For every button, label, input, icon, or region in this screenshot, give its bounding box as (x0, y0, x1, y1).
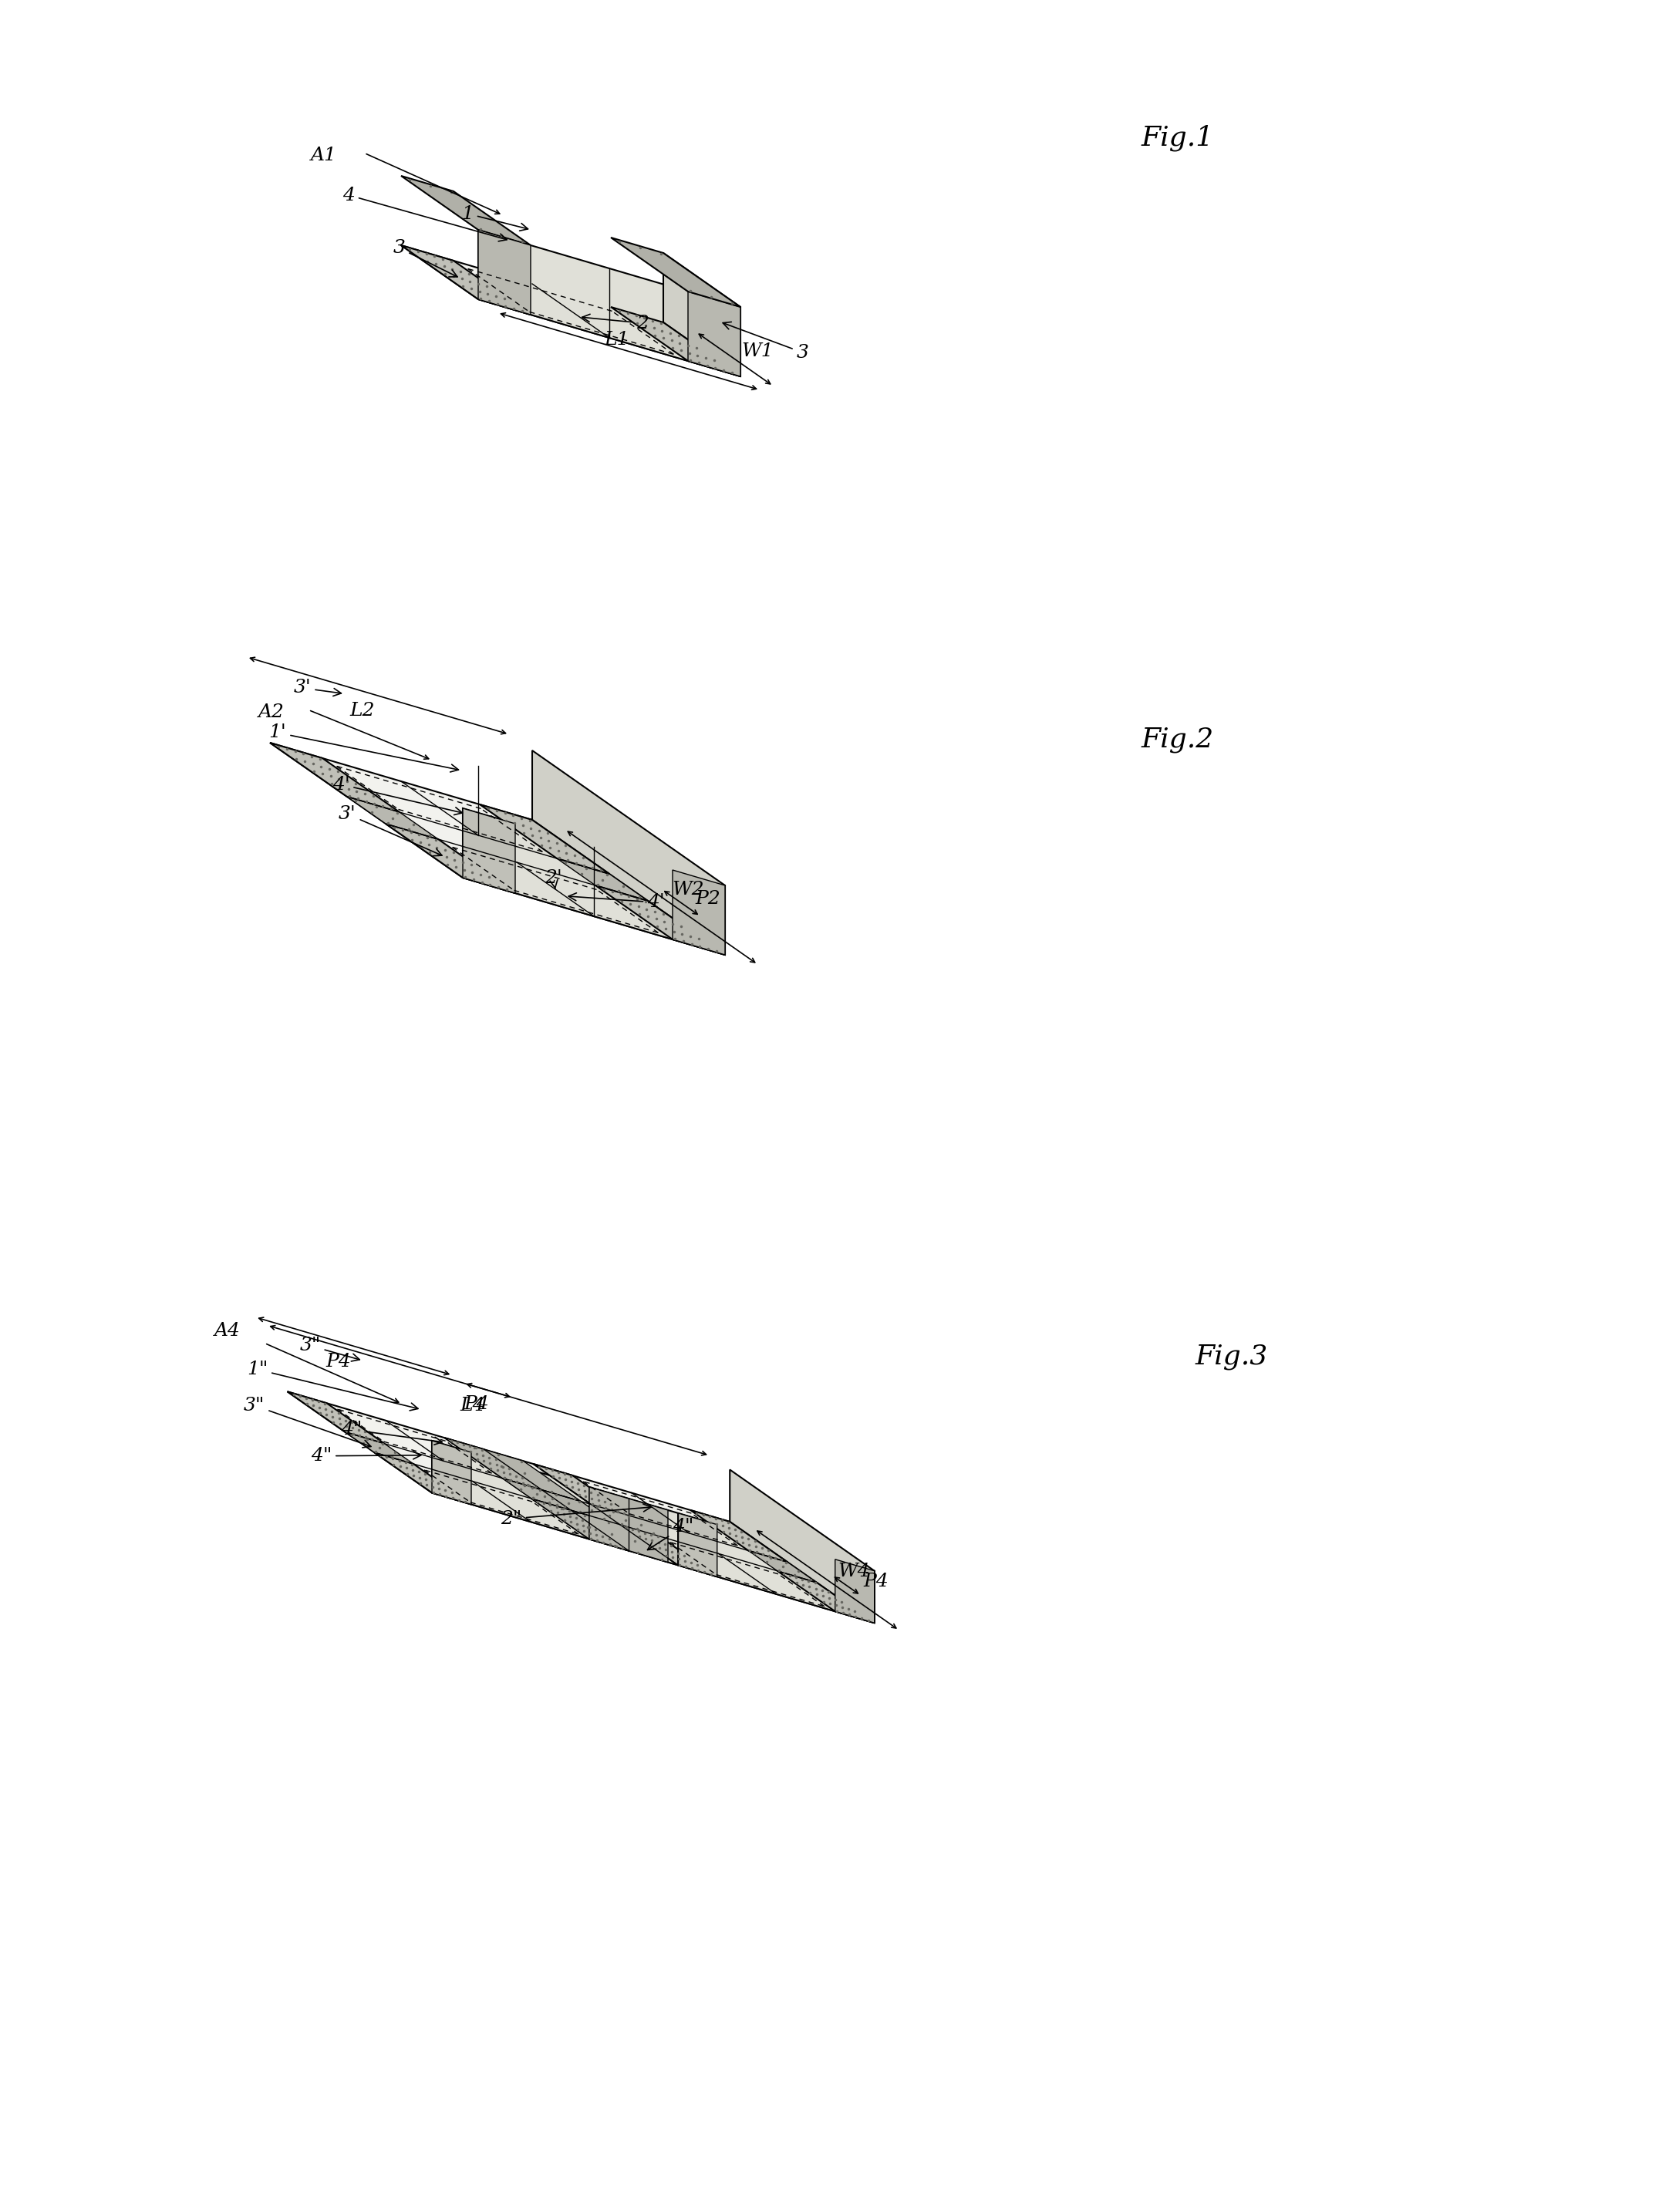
Polygon shape (478, 230, 531, 314)
Text: 4': 4' (568, 894, 665, 911)
Polygon shape (556, 858, 648, 900)
Text: 3: 3 (723, 323, 808, 361)
Polygon shape (595, 885, 725, 956)
Polygon shape (590, 1486, 628, 1551)
Polygon shape (690, 1511, 788, 1562)
Polygon shape (375, 1453, 471, 1504)
Text: W2: W2 (673, 880, 705, 898)
Polygon shape (611, 237, 740, 307)
Polygon shape (591, 1504, 660, 1535)
Polygon shape (611, 307, 740, 376)
Polygon shape (835, 1559, 875, 1624)
Text: 3": 3" (243, 1396, 372, 1447)
Polygon shape (531, 750, 725, 956)
Polygon shape (347, 796, 438, 838)
Text: 3': 3' (293, 679, 342, 697)
Polygon shape (431, 1440, 875, 1624)
Polygon shape (533, 1464, 630, 1515)
Polygon shape (345, 1431, 413, 1464)
Polygon shape (270, 743, 725, 956)
Text: P4: P4 (863, 1573, 888, 1590)
Text: 1': 1' (268, 723, 458, 772)
Polygon shape (385, 823, 515, 894)
Text: 2': 2' (545, 869, 561, 889)
Text: 4": 4" (342, 1420, 441, 1444)
Text: P4: P4 (465, 1396, 490, 1413)
Text: 4": 4" (648, 1517, 693, 1551)
Text: 4": 4" (310, 1447, 421, 1464)
Polygon shape (531, 1498, 628, 1551)
Text: 3': 3' (338, 805, 441, 856)
Text: L2: L2 (350, 701, 375, 719)
Polygon shape (402, 246, 531, 314)
Polygon shape (287, 1391, 875, 1624)
Text: L4: L4 (460, 1398, 485, 1416)
Text: W1: W1 (741, 343, 773, 361)
Text: Fig.3: Fig.3 (1196, 1343, 1268, 1369)
Text: A1: A1 (310, 146, 337, 164)
Polygon shape (748, 1551, 816, 1582)
Text: 3: 3 (393, 239, 458, 276)
Text: 4: 4 (343, 186, 506, 241)
Text: W4: W4 (838, 1564, 870, 1582)
Polygon shape (463, 807, 725, 956)
Polygon shape (478, 230, 740, 376)
Polygon shape (270, 743, 400, 812)
Text: A4: A4 (215, 1321, 240, 1338)
Polygon shape (445, 1438, 581, 1502)
Polygon shape (590, 1486, 668, 1562)
Text: 2: 2 (581, 314, 650, 332)
Text: A2: A2 (258, 703, 285, 721)
Text: P4: P4 (327, 1354, 352, 1371)
Polygon shape (531, 1498, 668, 1562)
Polygon shape (480, 805, 610, 874)
Text: 4': 4' (332, 776, 463, 814)
Polygon shape (402, 246, 740, 376)
Text: Fig.2: Fig.2 (1141, 726, 1215, 752)
Polygon shape (688, 292, 740, 376)
Polygon shape (673, 869, 725, 956)
Text: P2: P2 (695, 889, 721, 907)
Polygon shape (730, 1469, 875, 1624)
Polygon shape (778, 1571, 875, 1624)
Polygon shape (445, 1438, 541, 1491)
Polygon shape (678, 1513, 716, 1577)
Text: 3": 3" (300, 1336, 360, 1360)
Text: 2": 2" (501, 1504, 651, 1528)
Polygon shape (431, 1440, 471, 1504)
Text: Fig.1: Fig.1 (1141, 124, 1215, 150)
Polygon shape (402, 175, 531, 246)
Polygon shape (663, 252, 740, 376)
Polygon shape (503, 1478, 571, 1511)
Polygon shape (620, 1524, 716, 1577)
Polygon shape (503, 1478, 610, 1522)
Polygon shape (463, 807, 515, 894)
Text: 1": 1" (247, 1360, 418, 1411)
Text: 1: 1 (461, 206, 528, 230)
Polygon shape (287, 1391, 385, 1444)
Text: L1: L1 (605, 332, 630, 349)
